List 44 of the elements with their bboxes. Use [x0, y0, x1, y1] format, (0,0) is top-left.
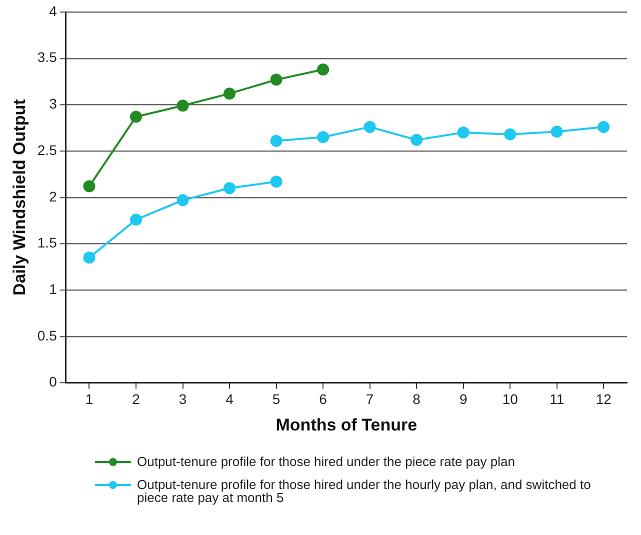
y-tick-label: 1	[49, 280, 58, 297]
point	[364, 120, 376, 133]
legend-label: Output-tenure profile for those hired under the piece rate pay plan	[137, 454, 515, 469]
x-tick-label: 4	[226, 391, 234, 408]
y-tick-label: 2.5	[37, 142, 58, 158]
point	[130, 110, 142, 123]
x-tick-label: 2	[132, 391, 140, 408]
x-tick-label: 7	[366, 391, 374, 408]
y-tick-label: 4	[49, 2, 58, 19]
x-tick-label: 10	[502, 391, 518, 408]
point	[224, 182, 236, 194]
x-tick-label: 5	[272, 391, 280, 408]
y-tick-label: 2	[49, 188, 58, 204]
point	[550, 126, 563, 138]
point	[410, 134, 423, 146]
y-tick-label: 3.5	[37, 49, 58, 66]
point	[457, 126, 470, 139]
x-tick-label: 9	[459, 391, 468, 408]
point	[83, 252, 96, 264]
point	[224, 88, 236, 100]
y-tick-label: 3	[49, 96, 58, 112]
point	[270, 134, 282, 147]
x-axis-title: Months of Tenure	[276, 415, 418, 434]
x-tick-label: 1	[85, 391, 94, 408]
point	[598, 120, 610, 133]
x-tick-label: 8	[412, 391, 421, 408]
point	[130, 214, 142, 226]
y-axis-title: Daily Windshield Output	[10, 98, 29, 296]
point	[83, 180, 96, 192]
x-tick-label: 6	[319, 391, 328, 408]
point	[317, 63, 330, 76]
point	[504, 128, 516, 140]
point	[270, 74, 282, 86]
point	[317, 131, 330, 144]
x-tick-label: 11	[550, 391, 564, 408]
y-tick-label: 0	[49, 374, 58, 390]
point	[176, 194, 189, 206]
point	[176, 100, 189, 112]
x-tick-label: 3	[178, 391, 187, 408]
x-tick-label: 12	[596, 391, 612, 408]
point	[270, 176, 282, 188]
y-tick-label: 1.5	[37, 234, 58, 251]
y-tick-label: 0.5	[37, 327, 58, 344]
legend-label: Output-tenure profile for those hired under the hourly pay plan, and switched to piece rate pay at month 5	[137, 477, 592, 505]
